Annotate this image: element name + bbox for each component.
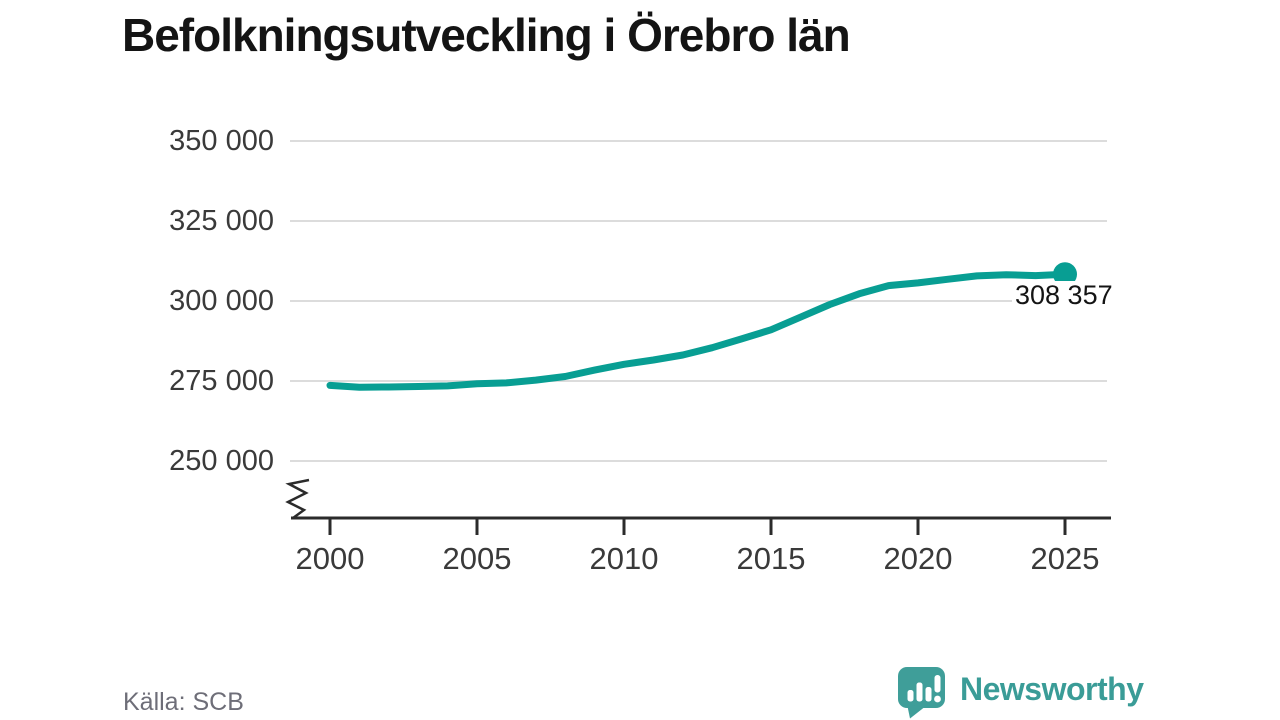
y-axis-tick-label: 250 000 (169, 445, 274, 477)
gridlines (290, 140, 1107, 462)
source-label: Källa: SCB (123, 688, 244, 716)
bar-chart-speech-bubble-icon (898, 667, 945, 719)
y-axis-tick-label: 325 000 (169, 205, 274, 237)
x-axis-tick-label: 2020 (883, 541, 953, 576)
x-axis-tick-label: 2015 (736, 541, 806, 576)
x-axis-tick-label: 2000 (295, 541, 365, 576)
chart-title: Befolkningsutveckling i Örebro län (122, 9, 851, 61)
y-axis-tick-label: 300 000 (169, 285, 274, 317)
y-axis-tick-label: 275 000 (169, 365, 274, 397)
population-line-series (326, 262, 1077, 391)
y-axis-tick-label: 350 000 (169, 125, 274, 157)
newsworthy-logo: Newsworthy (896, 666, 1144, 719)
x-axis-tick-label: 2025 (1030, 541, 1100, 576)
end-value-label: 308 357 (1012, 281, 1116, 310)
axis-break-zigzag (285, 478, 310, 520)
x-axis (291, 516, 1111, 535)
x-axis-tick-label: 2005 (442, 541, 512, 576)
x-axis-tick-label: 2010 (589, 541, 659, 576)
brand-name: Newsworthy (960, 671, 1144, 707)
